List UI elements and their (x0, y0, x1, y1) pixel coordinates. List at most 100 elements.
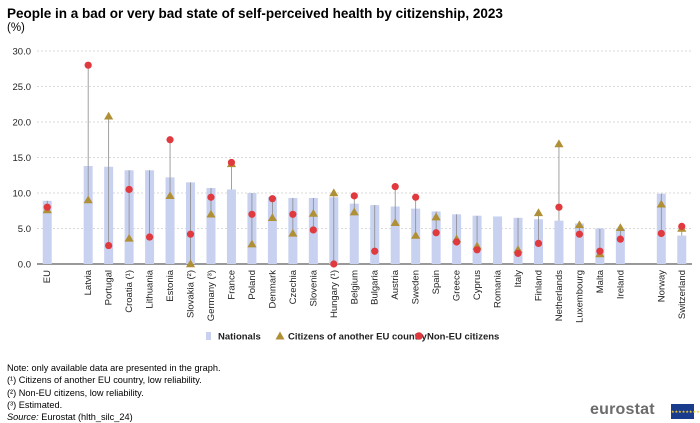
x-tick-label: EU (42, 270, 53, 283)
x-tick-label: Norway (656, 270, 667, 302)
bar-nationals (267, 197, 277, 264)
bar-nationals (83, 166, 93, 264)
marker-non-eu-citizens (473, 246, 481, 254)
note-line-2: (¹) Citizens of another EU country, low … (7, 375, 202, 386)
marker-eu-citizens (431, 212, 441, 221)
bar-nationals (42, 200, 52, 264)
marker-non-eu-citizens (289, 210, 297, 218)
y-tick-label: 5.0 (18, 224, 31, 235)
eurostat-logo-text: eurostat (590, 401, 655, 418)
marker-eu-citizens (411, 231, 421, 239)
marker-non-eu-citizens (166, 136, 174, 144)
x-tick-label: Estonia (165, 269, 176, 301)
marker-eu-citizens (574, 220, 585, 229)
marker-non-eu-citizens (84, 61, 92, 69)
marker-non-eu-citizens (186, 230, 195, 238)
marker-eu-citizens (349, 207, 359, 216)
source-line: Source: Eurostat (hlth_silc_24) (7, 411, 221, 423)
legend-label: Citizens of another EU country (288, 332, 428, 343)
x-tick-label: Romania (493, 269, 504, 308)
marker-non-eu-citizens (330, 260, 338, 268)
bar-nationals (349, 203, 359, 264)
x-tick-label: Belgium (349, 270, 360, 304)
marker-eu-citizens (615, 223, 625, 231)
marker-non-eu-citizens (248, 210, 256, 218)
legend-swatch-eu-citizens (275, 331, 285, 340)
marker-eu-citizens (206, 209, 216, 218)
marker-eu-citizens (83, 195, 93, 204)
y-axis: 0.0 5.0 10.0 15.0 20.0 25.0 30.0 (13, 47, 32, 271)
marker-non-eu-citizens (514, 249, 522, 257)
gridlines (37, 50, 692, 265)
marker-non-eu-citizens (309, 226, 317, 234)
marker-eu-citizens (185, 259, 196, 268)
x-tick-label: Germany (³) (206, 270, 217, 321)
x-tick-label: Ireland (615, 270, 626, 299)
bars-nationals (42, 166, 687, 264)
bar-nationals (226, 189, 236, 264)
bar-nationals (390, 206, 400, 264)
markers-non-eu-citizens (43, 61, 686, 268)
x-tick-label: Slovakia (²) (186, 270, 197, 318)
eu-flag-icon: ★★★★★★★★★★★★ (671, 404, 700, 419)
x-tick-label: Bulgaria (370, 269, 381, 305)
marker-eu-citizens (533, 208, 544, 217)
x-tick-label: Cyprus (472, 270, 483, 300)
marker-non-eu-citizens (145, 233, 154, 241)
eu-flag-stars: ★★★★★★★★★★★★ (671, 409, 700, 414)
footnotes: Note: only available data are presented … (7, 362, 221, 423)
x-tick-label: Hungary (¹) (329, 270, 340, 318)
marker-non-eu-citizens (575, 230, 584, 238)
x-tick-label: Spain (431, 270, 442, 294)
x-tick-label: Czechia (288, 269, 299, 304)
eurostat-logo: eurostat ★★★★★★★★★★★★ (590, 401, 700, 420)
marker-non-eu-citizens (105, 241, 113, 250)
marker-eu-citizens (390, 218, 400, 227)
marker-non-eu-citizens (432, 229, 440, 237)
x-tick-label: France (226, 270, 237, 300)
note-line-3: (²) Non-EU citizens, low reliability. (7, 387, 144, 398)
bar-nationals (554, 220, 564, 264)
bar-nationals (615, 228, 625, 264)
marker-eu-citizens (656, 199, 666, 208)
bar-nationals (677, 235, 687, 264)
marker-eu-citizens (104, 111, 114, 120)
marker-eu-citizens (554, 139, 564, 148)
marker-non-eu-citizens (596, 247, 604, 255)
x-tick-label: Portugal (104, 270, 115, 305)
marker-eu-citizens (288, 228, 298, 237)
x-axis: EU Latvia Portugal Croatia (¹) Lithuania Esto… (42, 269, 688, 323)
marker-eu-citizens (308, 208, 318, 217)
x-tick-label: Denmark (267, 270, 278, 309)
x-tick-label: Finland (533, 270, 544, 301)
marker-non-eu-citizens (125, 185, 133, 194)
bar-nationals (493, 216, 503, 264)
marker-eu-citizens (124, 233, 134, 242)
marker-eu-citizens (165, 191, 175, 200)
marker-eu-citizens (267, 213, 277, 222)
legend: Nationals Citizens of another EU country N… (206, 331, 499, 343)
marker-eu-citizens (247, 239, 257, 248)
marker-non-eu-citizens (207, 193, 215, 201)
x-tick-label: Switzerland (677, 270, 688, 319)
marker-non-eu-citizens (227, 158, 236, 167)
marker-non-eu-citizens (616, 235, 624, 243)
x-tick-label: Slovenia (308, 269, 319, 306)
x-tick-label: Italy (513, 270, 524, 288)
x-tick-label: Malta (595, 269, 606, 293)
bar-nationals (431, 211, 441, 264)
y-tick-label: 15.0 (13, 153, 32, 164)
y-tick-label: 0.0 (18, 260, 31, 271)
marker-non-eu-citizens (268, 195, 276, 203)
markers-eu-citizens (42, 111, 687, 268)
marker-non-eu-citizens (43, 203, 51, 211)
y-tick-label: 10.0 (13, 189, 32, 200)
chart-title: People in a bad or very bad state of sel… (7, 6, 503, 21)
bar-nationals (206, 188, 216, 264)
legend-swatch-non-eu-citizens (415, 332, 423, 340)
marker-eu-citizens (329, 188, 339, 197)
legend-label: Nationals (218, 332, 261, 343)
chart-unit: (%) (7, 22, 25, 34)
chart-svg: 0.0 5.0 10.0 15.0 20.0 25.0 30.0 EU Latvia Portu… (13, 47, 692, 343)
legend-label: Non-EU citizens (427, 332, 499, 343)
